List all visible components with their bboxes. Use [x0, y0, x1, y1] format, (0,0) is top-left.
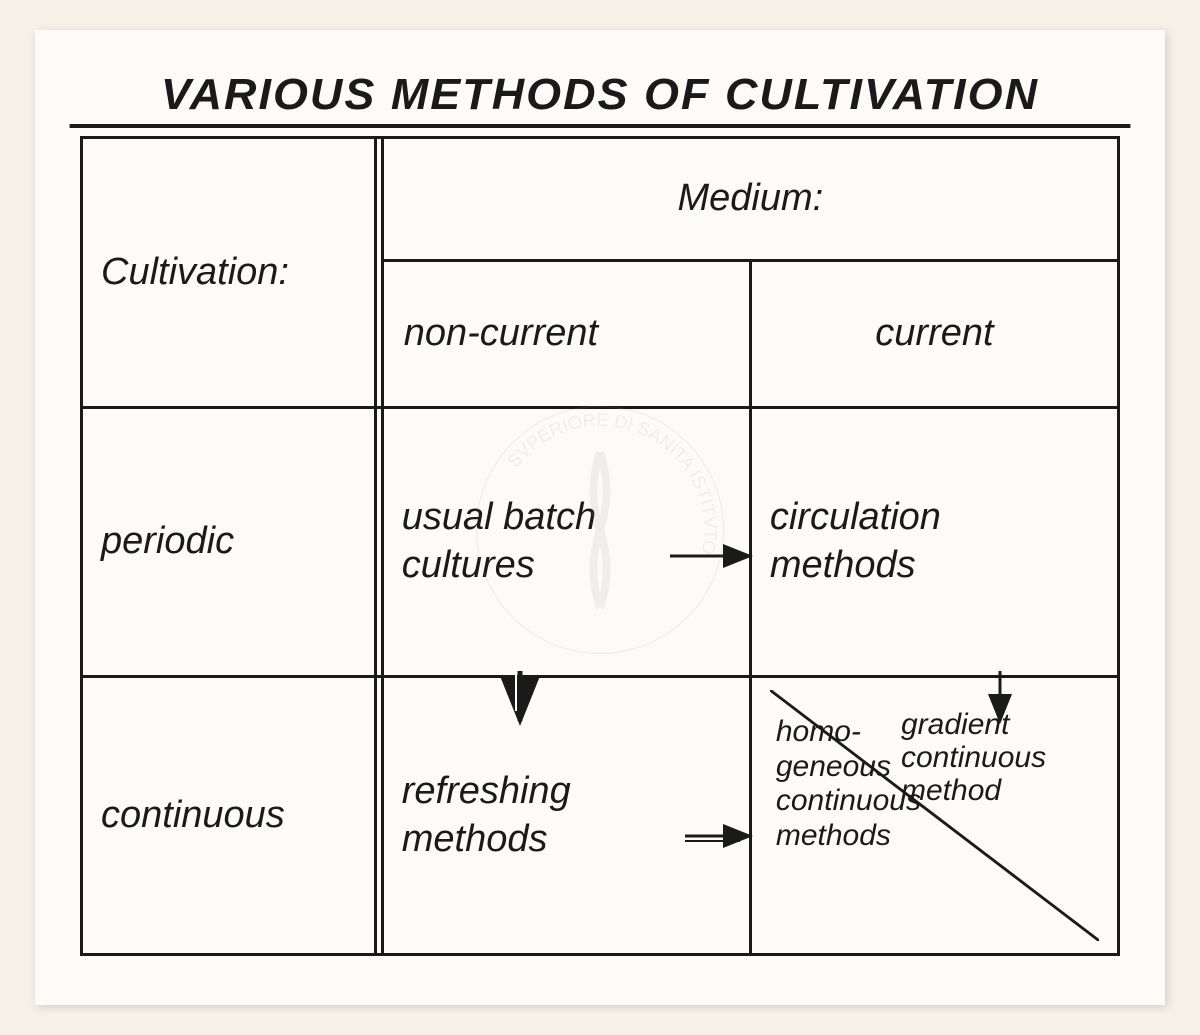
periodic-label: periodic [101, 520, 234, 562]
homogeneous-continuous-text: homo-geneous continuous methods [776, 715, 976, 853]
cultivation-table: Cultivation: Medium: non-current current… [80, 136, 1120, 956]
row-continuous-label: continuous [82, 677, 383, 955]
diagonal-split-cell: gradient continuous method homo-geneous … [770, 690, 1099, 941]
header-non-current: non-current [382, 260, 750, 407]
cultivation-label: Cultivation: [101, 251, 289, 293]
continuous-label: continuous [101, 794, 285, 836]
usual-batch-text: usual batch cultures [402, 494, 731, 589]
cell-periodic-current: circulation methods [750, 407, 1118, 677]
cell-continuous-current: gradient continuous method homo-geneous … [750, 677, 1118, 955]
photo-frame: VARIOUS METHODS OF CULTIVATION Cultivati… [35, 30, 1165, 1005]
cell-periodic-noncurrent: usual batch cultures [382, 407, 750, 677]
chart-title: VARIOUS METHODS OF CULTIVATION [70, 70, 1131, 128]
header-current: current [750, 260, 1118, 407]
non-current-label: non-current [404, 312, 598, 354]
current-label: current [875, 312, 993, 354]
circulation-text: circulation methods [770, 494, 1099, 589]
medium-label: Medium: [678, 177, 824, 219]
header-medium: Medium: [382, 138, 1118, 261]
table-container: Cultivation: Medium: non-current current… [80, 136, 1120, 956]
row-periodic-label: periodic [82, 407, 383, 677]
refreshing-text: refreshing methods [402, 768, 731, 863]
cell-continuous-noncurrent: refreshing methods [382, 677, 750, 955]
header-cultivation: Cultivation: [82, 138, 383, 408]
